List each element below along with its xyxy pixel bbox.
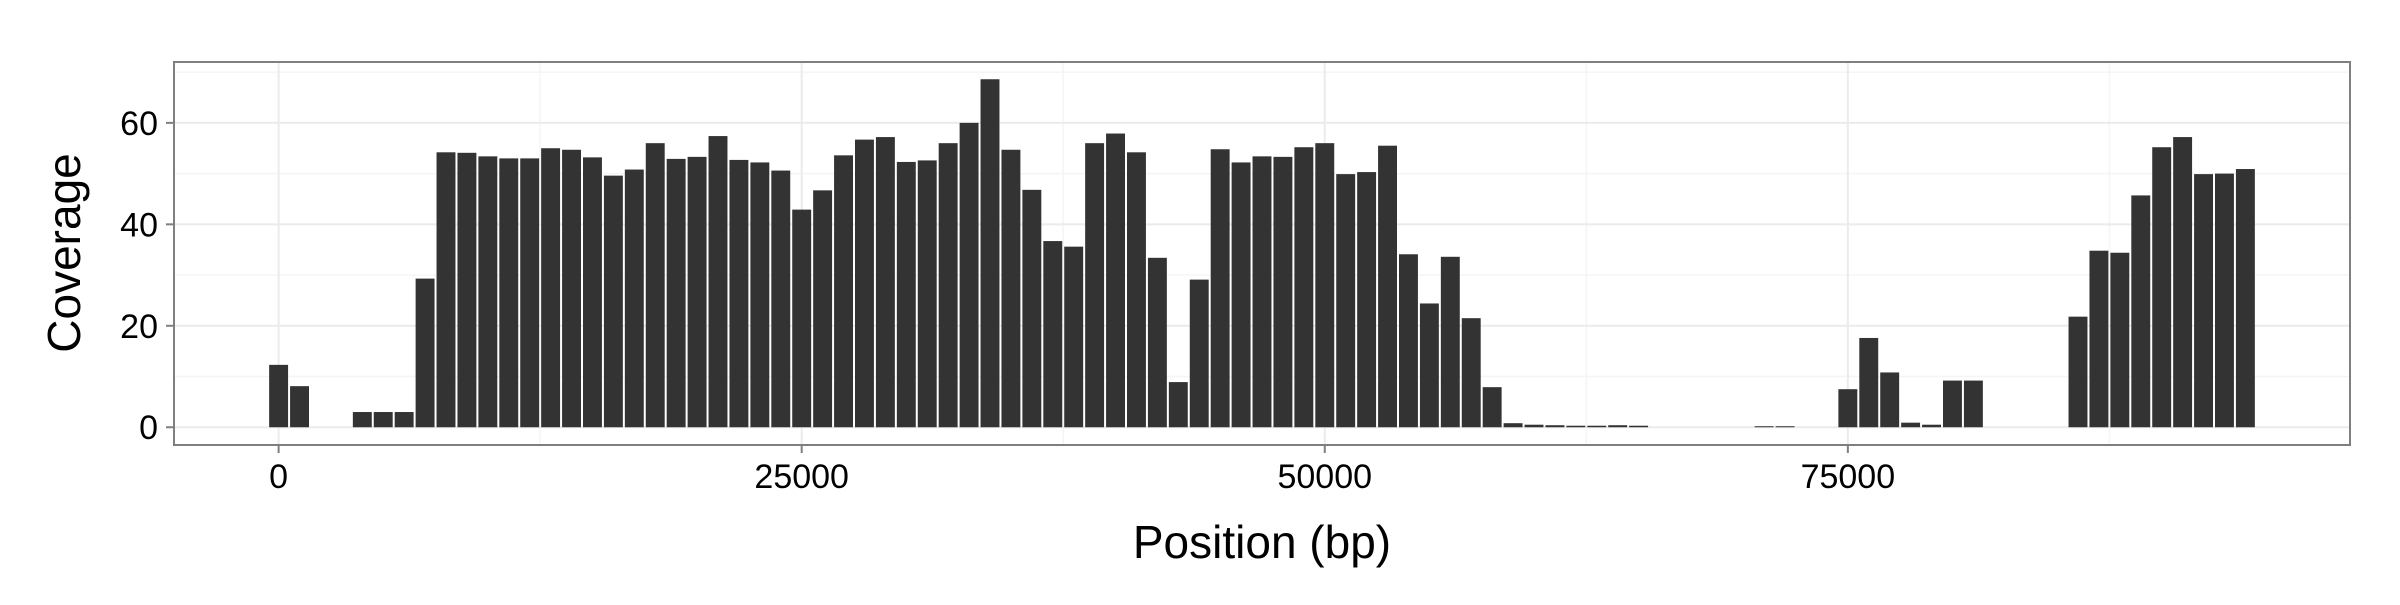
coverage-bar — [624, 169, 644, 428]
coverage-bar — [1629, 425, 1649, 428]
coverage-bar — [1880, 372, 1900, 428]
coverage-bar — [499, 158, 519, 428]
coverage-bar — [478, 156, 498, 428]
y-tick-label: 40 — [120, 206, 158, 244]
coverage-bar — [1252, 156, 1272, 428]
coverage-bar — [562, 149, 581, 428]
coverage-bar — [1838, 389, 1858, 428]
x-tick-label: 75000 — [1801, 458, 1896, 496]
coverage-bar — [1482, 387, 1502, 428]
coverage-bar — [896, 161, 916, 428]
coverage-bar — [771, 170, 791, 428]
coverage-bar — [457, 152, 477, 428]
coverage-bar — [1189, 279, 1209, 428]
coverage-bar — [1315, 143, 1335, 428]
coverage-bar — [917, 160, 937, 428]
coverage-bar — [959, 122, 979, 428]
y-axis-title: Coverage — [38, 153, 90, 352]
coverage-bar — [1001, 149, 1021, 428]
coverage-bar — [2173, 137, 2193, 428]
coverage-bar — [436, 152, 456, 428]
coverage-bar — [1399, 254, 1418, 428]
x-axis-title: Position (bp) — [1133, 516, 1391, 568]
coverage-bar — [1273, 156, 1293, 428]
coverage-bar — [1378, 145, 1397, 428]
coverage-bar — [1294, 147, 1314, 428]
x-tick-label: 50000 — [1277, 458, 1372, 496]
coverage-bar — [1587, 425, 1607, 428]
x-tick-label: 25000 — [754, 458, 849, 496]
coverage-bar — [875, 137, 895, 428]
coverage-bar — [1963, 380, 1983, 428]
coverage-bar — [1545, 425, 1565, 428]
coverage-bar — [1231, 162, 1251, 428]
coverage-bar — [2131, 195, 2151, 428]
coverage-bar — [1357, 172, 1377, 428]
x-tick-label: 0 — [269, 458, 288, 496]
coverage-bar — [1147, 257, 1167, 428]
coverage-bar — [1022, 189, 1042, 428]
coverage-bar — [666, 158, 686, 428]
coverage-bar — [2215, 173, 2234, 428]
y-tick-label: 0 — [139, 409, 158, 447]
coverage-bar — [645, 143, 665, 428]
coverage-bar — [1106, 133, 1125, 428]
coverage-bar — [1064, 246, 1084, 428]
coverage-bar — [1943, 380, 1962, 428]
coverage-bar — [1566, 425, 1586, 428]
coverage-bar — [1922, 424, 1941, 428]
coverage-bar — [2235, 169, 2255, 428]
coverage-bar — [834, 155, 853, 428]
coverage-bar — [1085, 143, 1105, 428]
axis-ticks: 0 25000 50000 75000 0 20 40 60 — [120, 105, 1895, 496]
coverage-bar — [415, 278, 435, 428]
coverage-bar — [708, 136, 728, 428]
coverage-bar — [2152, 147, 2172, 428]
bars — [269, 79, 2255, 428]
coverage-bar — [1901, 422, 1921, 428]
coverage-bar — [1461, 318, 1481, 428]
coverage-bar — [687, 156, 707, 428]
coverage-bar — [1503, 423, 1523, 428]
coverage-bar — [541, 148, 561, 428]
coverage-bar — [2110, 252, 2130, 428]
coverage-bar — [1127, 152, 1146, 428]
plot-panel-border — [173, 61, 2351, 446]
coverage-bar — [938, 143, 958, 428]
coverage-bar — [855, 139, 874, 428]
coverage-bar — [603, 175, 623, 428]
coverage-bar — [792, 209, 812, 428]
coverage-bar — [2194, 174, 2213, 428]
coverage-bar — [520, 158, 540, 428]
coverage-bar — [980, 79, 1000, 428]
coverage-bar — [2068, 316, 2088, 428]
coverage-bar — [813, 190, 833, 428]
coverage-bar — [1859, 337, 1879, 428]
coverage-bar — [1754, 426, 1774, 428]
coverage-bar — [1168, 382, 1188, 428]
coverage-bar — [729, 159, 749, 428]
coverage-bar — [2089, 250, 2109, 428]
coverage-bar — [290, 386, 309, 428]
coverage-bar — [373, 412, 393, 428]
coverage-bar — [1043, 241, 1063, 428]
coverage-bar — [583, 157, 602, 428]
coverage-bar — [1419, 303, 1439, 428]
y-tick-label: 60 — [120, 105, 158, 143]
coverage-bar — [1210, 149, 1230, 428]
coverage-bar — [394, 412, 414, 428]
coverage-bar — [1336, 174, 1356, 428]
coverage-bar — [352, 412, 372, 428]
coverage-bar — [1440, 256, 1460, 428]
coverage-bar — [750, 162, 770, 428]
coverage-bar — [1775, 426, 1795, 428]
coverage-bar — [1524, 424, 1544, 428]
y-tick-label: 20 — [120, 308, 158, 346]
coverage-bar — [269, 364, 289, 428]
coverage-bar — [1608, 425, 1628, 428]
